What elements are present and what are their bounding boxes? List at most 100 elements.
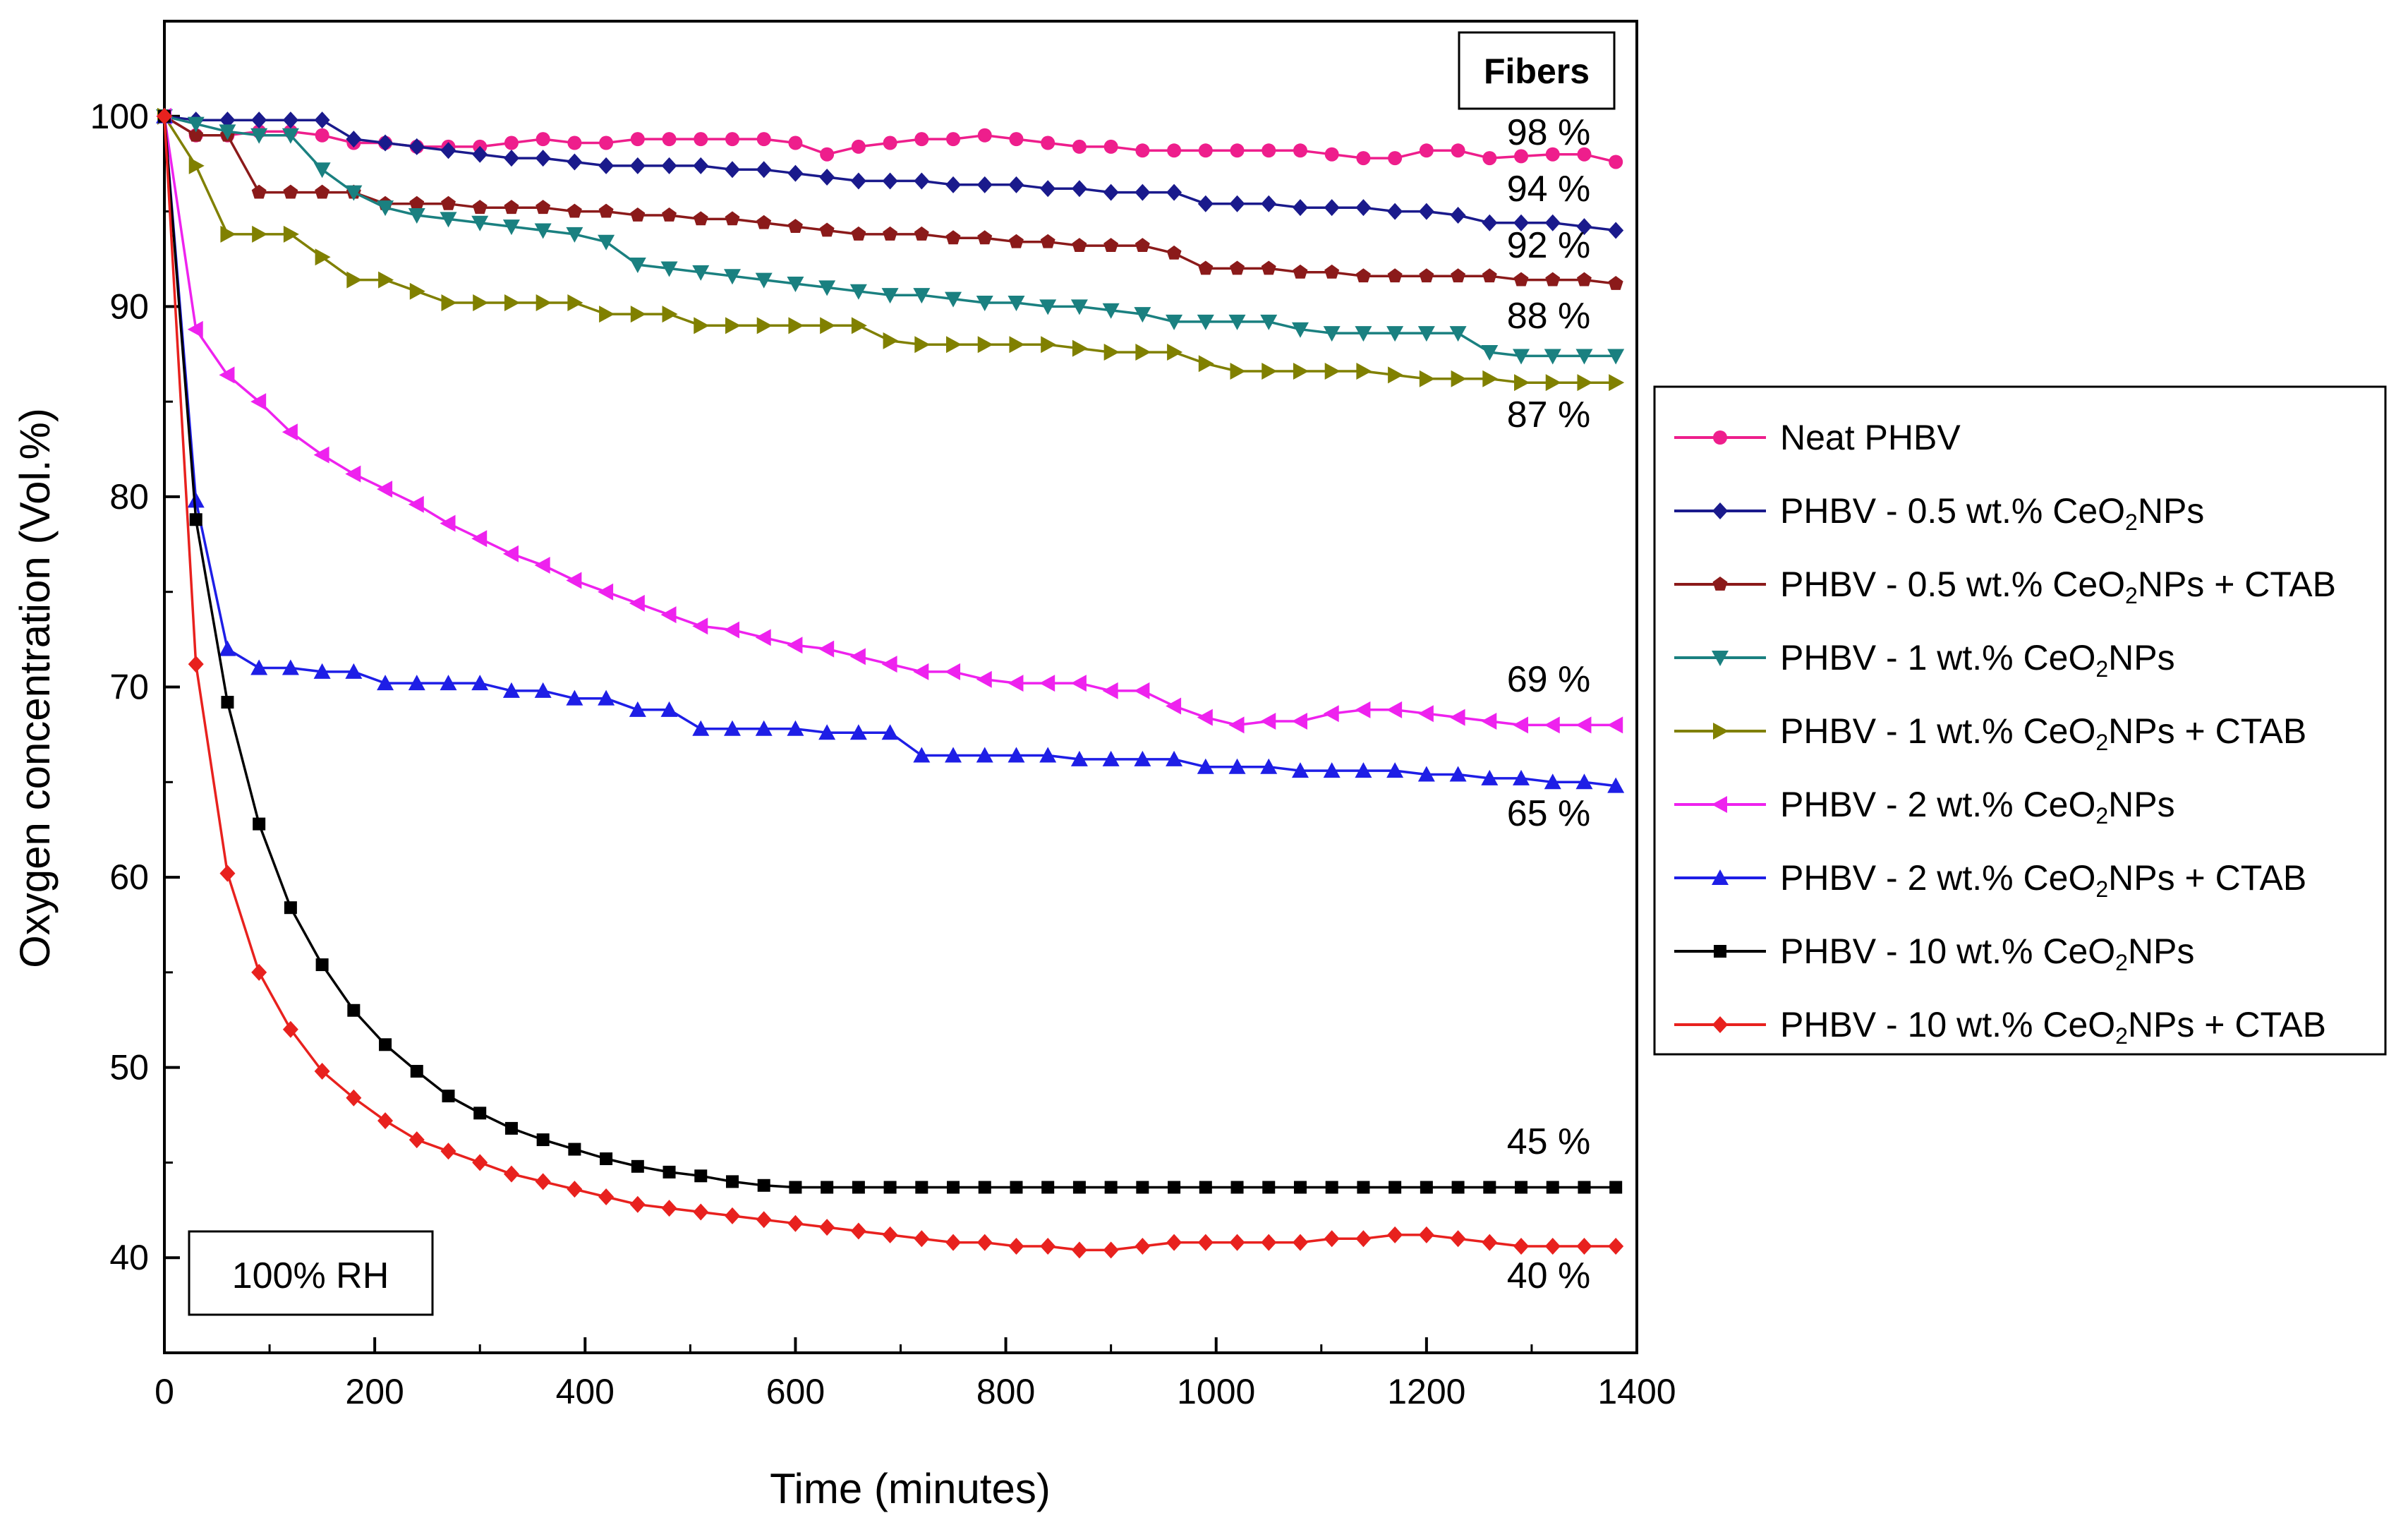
data-point: [1136, 1181, 1149, 1194]
data-point: [250, 128, 268, 144]
data-point: [1355, 199, 1372, 217]
data-point: [1291, 322, 1309, 338]
data-point: [1544, 773, 1561, 790]
y-tick-label: 70: [109, 668, 149, 707]
x-tick-label: 200: [345, 1372, 404, 1411]
data-point: [976, 747, 993, 763]
legend-label: PHBV - 10 wt.% CeO2NPs: [1780, 932, 2194, 975]
data-point: [1167, 143, 1182, 158]
end-value-label: 69 %: [1507, 659, 1591, 700]
data-point: [1070, 675, 1087, 692]
data-point: [694, 317, 710, 334]
legend-label: PHBV - 2 wt.% CeO2NPs + CTAB: [1780, 858, 2306, 902]
legend-text-part: NPs + CTAB: [2128, 1005, 2326, 1044]
data-point: [945, 230, 961, 245]
y-axis: 40 50 60 70 80 90 100: [90, 20, 180, 1354]
data-point: [219, 111, 236, 129]
data-point: [1387, 203, 1403, 220]
data-point: [1482, 268, 1497, 283]
legend-subscript: 2: [2125, 510, 2138, 535]
data-point: [503, 1165, 519, 1183]
data-point: [1228, 716, 1245, 734]
data-point: [1197, 1234, 1214, 1251]
y-axis-title: Oxygen concentration (Vol.%): [11, 408, 59, 968]
legend-label: Neat PHBV: [1780, 418, 1961, 457]
data-point: [1386, 762, 1404, 778]
data-point: [1291, 762, 1309, 778]
legend-marker: [1714, 945, 1726, 958]
legend-text-part: PHBV - 0.5 wt.% CeO: [1780, 565, 2125, 604]
data-point: [1357, 1181, 1370, 1194]
data-point: [1355, 326, 1372, 342]
data-point: [820, 147, 835, 162]
data-point: [819, 222, 835, 237]
data-point: [850, 1222, 866, 1240]
data-point: [1198, 143, 1213, 158]
data-point: [945, 176, 962, 193]
data-point: [536, 1133, 550, 1147]
data-point: [1450, 206, 1466, 224]
data-point: [567, 1181, 583, 1198]
data-point: [1418, 1226, 1434, 1243]
data-point: [502, 682, 520, 698]
data-point: [1072, 139, 1087, 154]
data-point: [945, 663, 961, 680]
data-point: [914, 226, 929, 241]
data-point: [1197, 314, 1214, 330]
data-point: [188, 127, 204, 142]
data-point: [440, 212, 457, 228]
data-point: [315, 958, 329, 972]
data-point: [314, 1063, 330, 1080]
data-point: [1608, 1238, 1624, 1255]
data-point: [819, 169, 835, 186]
end-value-label: 92 %: [1507, 225, 1591, 266]
data-point: [1135, 1238, 1151, 1255]
data-point: [1134, 750, 1151, 766]
data-point: [852, 1181, 865, 1194]
legend-text-part: PHBV - 10 wt.% CeO: [1780, 932, 2115, 971]
data-point: [631, 1159, 644, 1173]
data-point: [1135, 183, 1151, 201]
data-point: [1072, 339, 1088, 357]
data-point: [1323, 705, 1339, 723]
data-point: [1577, 147, 1592, 162]
data-point: [1577, 272, 1592, 287]
data-point: [598, 583, 614, 601]
condition-label-frame: [188, 1230, 434, 1316]
data-point: [976, 670, 992, 688]
data-point: [1513, 272, 1529, 287]
data-point: [1262, 143, 1276, 158]
data-point: [787, 637, 803, 654]
legend-marker: [1713, 723, 1729, 740]
legend-frame: [1653, 385, 2387, 1056]
data-point: [788, 135, 803, 150]
data-point: [1451, 143, 1465, 158]
data-point: [598, 203, 614, 218]
data-point: [471, 215, 489, 231]
series-layer: [156, 107, 1625, 1259]
data-point: [1292, 1234, 1308, 1251]
data-point: [377, 200, 394, 217]
data-point: [693, 157, 709, 174]
data-point: [567, 135, 582, 150]
data-point: [314, 111, 330, 129]
data-point: [504, 135, 519, 150]
legend-subscript: 2: [2095, 730, 2108, 755]
data-point: [756, 132, 771, 147]
data-point: [1197, 758, 1214, 774]
data-point: [725, 132, 739, 147]
data-point: [976, 1234, 993, 1251]
data-point: [440, 1143, 456, 1160]
data-point: [408, 495, 424, 513]
data-point: [1513, 214, 1530, 231]
x-tick-label: 400: [556, 1372, 615, 1411]
legend-subscript: 2: [2115, 1023, 2128, 1049]
data-point: [442, 1090, 455, 1103]
legend-marker: [1712, 577, 1728, 591]
legend-text-part: NPs + CTAB: [2108, 858, 2306, 898]
x-tick-label: 1200: [1387, 1372, 1465, 1411]
data-point: [410, 1065, 423, 1078]
data-point: [283, 184, 298, 199]
data-point: [313, 446, 329, 464]
data-point: [504, 1121, 518, 1135]
